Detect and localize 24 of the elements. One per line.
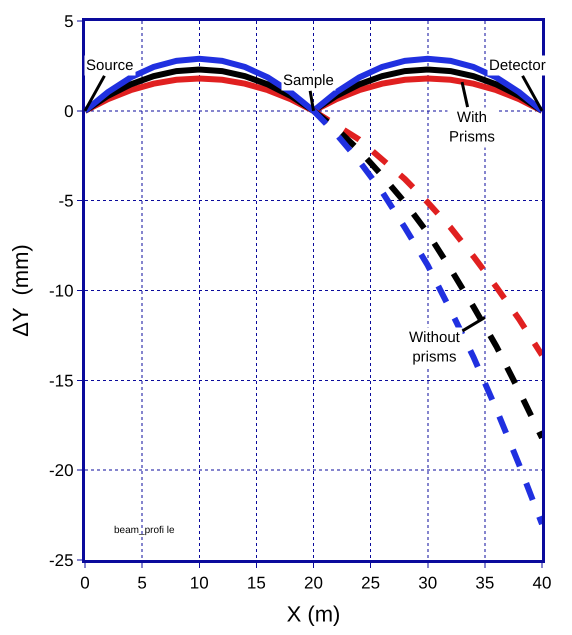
annotation: Detector bbox=[489, 57, 546, 74]
annotation: Sample bbox=[283, 72, 334, 89]
x-tick-label: 40 bbox=[532, 573, 552, 592]
y-tick-label: -10 bbox=[49, 281, 74, 300]
annotation: Source bbox=[86, 57, 134, 74]
x-tick-label: 0 bbox=[80, 573, 90, 592]
annotation: Without prisms bbox=[409, 329, 461, 366]
annotation: beam_profi le bbox=[114, 525, 176, 536]
y-tick-label: -5 bbox=[58, 192, 74, 211]
x-tick-label: 20 bbox=[304, 573, 323, 592]
x-axis-title: X (m) bbox=[286, 601, 340, 626]
annotation: With Prisms bbox=[449, 109, 495, 146]
y-axis-title: ΔY (mm) bbox=[8, 244, 33, 337]
x-tick-label: 5 bbox=[137, 573, 147, 592]
y-tick-label: -25 bbox=[49, 550, 74, 570]
y-tick-label: -20 bbox=[49, 461, 74, 480]
y-tick-label: 0 bbox=[64, 102, 74, 121]
x-tick-label: 35 bbox=[475, 573, 494, 592]
x-tick-label: 10 bbox=[190, 573, 209, 592]
x-tick-label: 30 bbox=[418, 573, 438, 592]
y-tick-label: 5 bbox=[64, 12, 74, 31]
x-tick-label: 25 bbox=[361, 573, 380, 592]
y-tick-label: -15 bbox=[49, 371, 74, 390]
x-tick-label: 15 bbox=[246, 573, 266, 592]
